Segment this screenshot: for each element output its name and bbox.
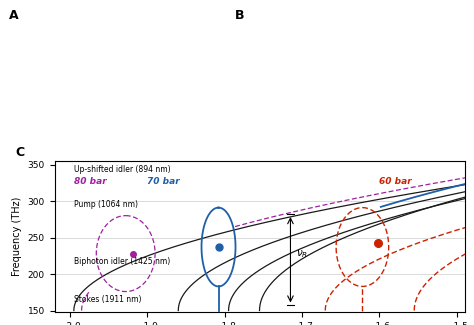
Text: C: C [16,146,25,159]
Text: Pump (1064 nm): Pump (1064 nm) [74,200,138,209]
Text: Biphoton idler (1425 nm): Biphoton idler (1425 nm) [74,257,170,266]
Text: 80 bar: 80 bar [74,177,107,186]
Text: 70 bar: 70 bar [147,177,180,186]
Text: $\nu_R$: $\nu_R$ [296,248,308,260]
Y-axis label: Frequency (THz): Frequency (THz) [12,197,22,276]
Text: B: B [235,9,244,22]
Text: 60 bar: 60 bar [379,177,412,186]
Text: A: A [9,9,18,22]
Text: Up-shifted idler (894 nm): Up-shifted idler (894 nm) [74,165,171,174]
Text: Stokes (1911 nm): Stokes (1911 nm) [74,295,141,304]
